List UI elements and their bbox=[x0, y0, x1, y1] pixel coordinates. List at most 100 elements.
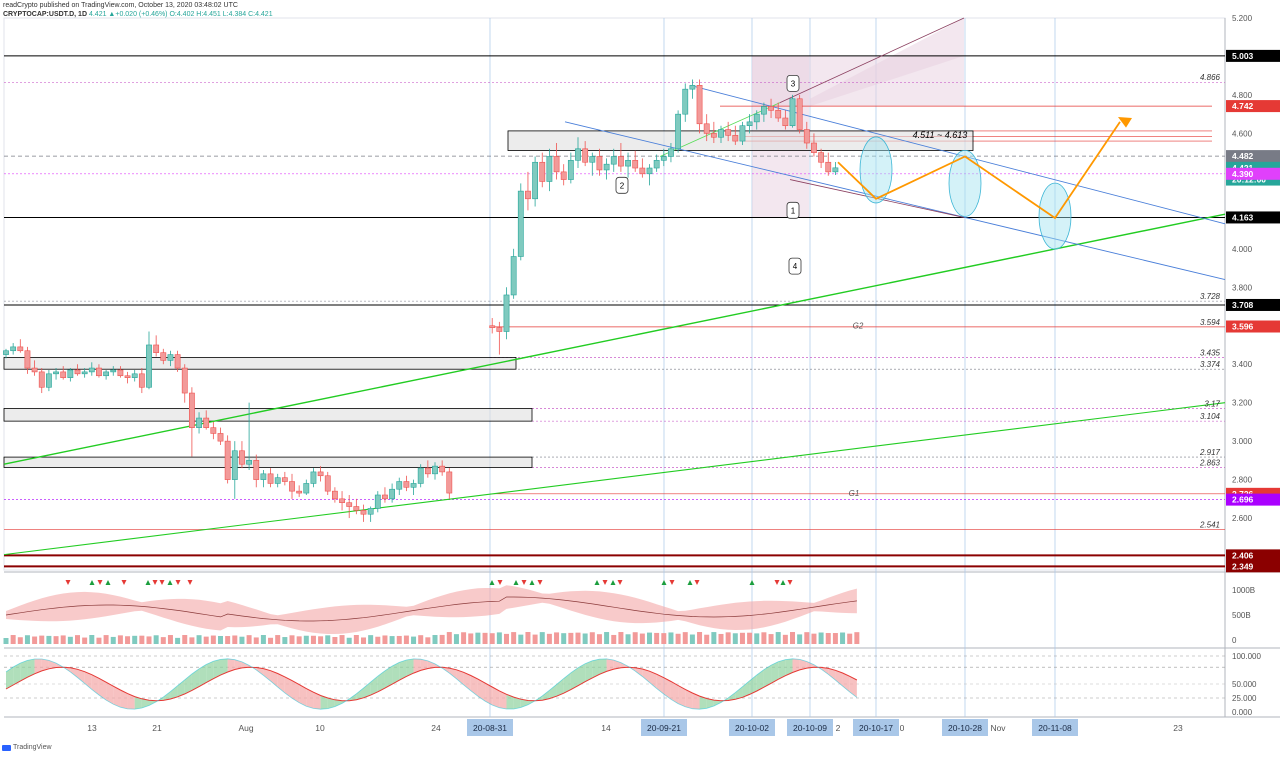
candle bbox=[88, 362, 95, 376]
symbol-name[interactable]: CRYPTOCAP:USDT.D, 1D bbox=[3, 11, 88, 18]
volume-bar bbox=[182, 635, 188, 644]
volume-bar bbox=[96, 637, 102, 644]
candle-body bbox=[718, 129, 724, 138]
volume-bar bbox=[332, 637, 338, 644]
candle bbox=[38, 368, 45, 394]
volume-bar bbox=[732, 633, 738, 644]
candle-body bbox=[382, 494, 388, 500]
stoch-fill bbox=[499, 690, 507, 710]
stoch-fill bbox=[592, 659, 600, 678]
date-marker: 20-09-21 bbox=[641, 719, 687, 736]
candle-body bbox=[189, 392, 195, 428]
y-tick-label: 3.400 bbox=[1232, 360, 1253, 369]
candle bbox=[446, 468, 453, 499]
date-marker-label: 20-11-08 bbox=[1038, 723, 1072, 733]
volume-bar bbox=[339, 635, 345, 644]
indicator-midline bbox=[5, 596, 857, 622]
candle-body bbox=[217, 433, 224, 442]
candle bbox=[682, 83, 689, 122]
stoch-fill bbox=[742, 680, 750, 698]
callout-label: 4 bbox=[793, 262, 798, 271]
volume-bar bbox=[711, 632, 717, 644]
volume-bar bbox=[289, 635, 295, 644]
candle bbox=[632, 150, 639, 172]
candle bbox=[117, 366, 124, 378]
price-badge: 2.406 bbox=[1226, 549, 1280, 562]
candle bbox=[567, 152, 574, 184]
stoch-fill bbox=[506, 694, 514, 710]
stoch-fill bbox=[91, 674, 99, 696]
candle bbox=[389, 483, 395, 503]
stoch-fill bbox=[449, 668, 457, 679]
brand-footer[interactable]: TradingView bbox=[2, 744, 52, 751]
callout-box bbox=[788, 257, 802, 275]
candle bbox=[24, 346, 31, 374]
candle bbox=[832, 162, 839, 175]
stoch-fill bbox=[292, 680, 300, 703]
stoch-fill bbox=[106, 682, 114, 705]
volume-bar bbox=[203, 636, 209, 644]
stoch-fill bbox=[477, 679, 486, 702]
candle bbox=[17, 339, 24, 353]
signal-up-icon bbox=[167, 580, 173, 585]
volume-bar bbox=[668, 632, 674, 644]
candle bbox=[689, 79, 696, 99]
projection-ellipse bbox=[948, 150, 982, 217]
candle bbox=[267, 468, 274, 488]
volume-bar bbox=[275, 635, 281, 644]
candle-body bbox=[231, 450, 238, 480]
volume-bar bbox=[411, 636, 417, 644]
volume-bar bbox=[804, 632, 810, 644]
volume-bar bbox=[797, 634, 803, 644]
volume-bar bbox=[403, 635, 409, 644]
signal-down-icon bbox=[187, 580, 193, 585]
signal-down-icon bbox=[787, 580, 793, 585]
candle bbox=[60, 366, 67, 380]
candle-body bbox=[53, 371, 59, 375]
candle-body bbox=[117, 369, 124, 377]
candle bbox=[503, 287, 510, 340]
stoch-fill bbox=[377, 670, 385, 692]
candle bbox=[746, 114, 753, 134]
volume-bar bbox=[818, 632, 824, 644]
candle bbox=[131, 369, 138, 382]
candle bbox=[224, 435, 231, 484]
volume-bar bbox=[625, 634, 631, 644]
candle-body bbox=[768, 106, 774, 111]
candle bbox=[768, 98, 774, 119]
candle bbox=[410, 479, 417, 495]
candle bbox=[239, 441, 245, 469]
candle-body bbox=[403, 481, 410, 488]
candle bbox=[589, 152, 596, 176]
volume-bar bbox=[10, 635, 16, 644]
support-zone-1 bbox=[3, 357, 517, 370]
candle-body bbox=[632, 160, 639, 169]
date-marker-bg bbox=[787, 719, 833, 736]
stoch-fill bbox=[427, 660, 435, 669]
g1-label: G1 bbox=[849, 489, 860, 498]
volume-bar bbox=[675, 633, 681, 644]
volume-bar bbox=[75, 635, 80, 644]
stoch-fill bbox=[735, 686, 743, 700]
candle-body bbox=[153, 344, 160, 353]
candle-body bbox=[353, 506, 360, 511]
candle-body bbox=[103, 371, 109, 377]
stoch-fill bbox=[170, 685, 178, 700]
stoch-fill bbox=[642, 669, 650, 683]
candle bbox=[775, 102, 782, 122]
y-tick-label: 4.800 bbox=[1232, 91, 1253, 100]
candle-body bbox=[210, 427, 217, 434]
candle-body bbox=[546, 156, 553, 182]
stoch-fill bbox=[98, 678, 107, 701]
signal-up-icon bbox=[687, 580, 693, 585]
stoch-fill bbox=[263, 668, 271, 682]
x-tick-label: 14 bbox=[601, 723, 611, 733]
candle-body bbox=[446, 471, 453, 494]
candle bbox=[653, 154, 660, 172]
volume-tick: 0 bbox=[1232, 636, 1237, 645]
candle-body bbox=[424, 467, 431, 475]
candle-body bbox=[525, 190, 531, 200]
candle-body bbox=[196, 417, 202, 428]
candle bbox=[811, 133, 817, 157]
